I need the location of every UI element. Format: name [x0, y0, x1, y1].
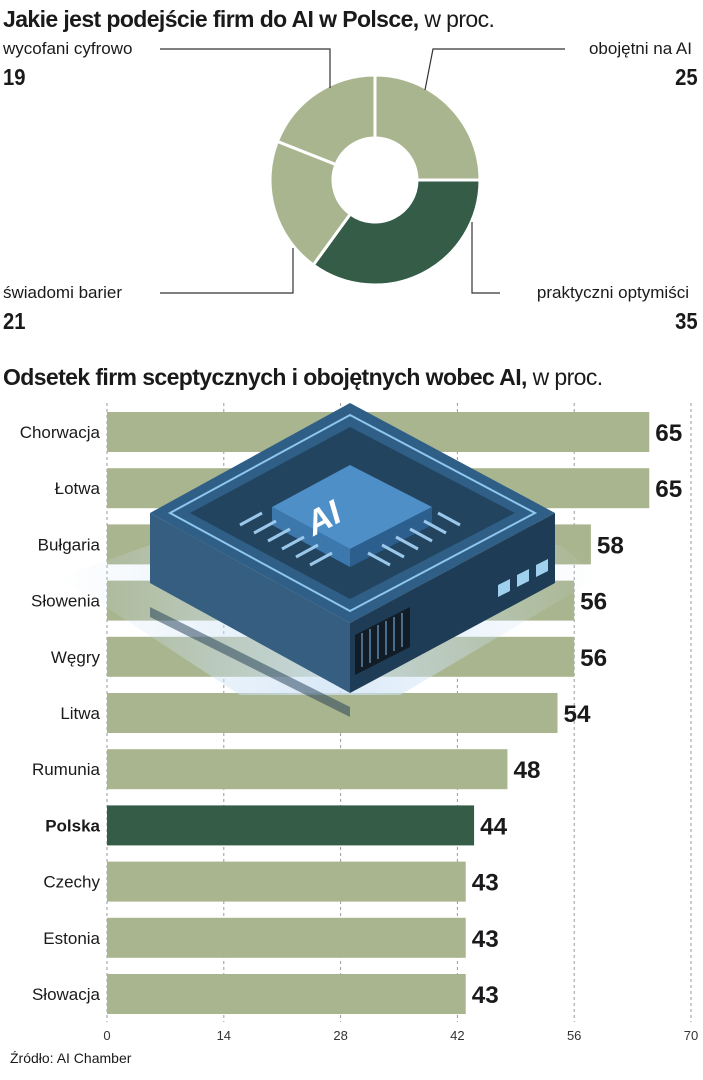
bar-rumunia	[107, 749, 508, 790]
category-label-lotwa: Łotwa	[55, 479, 101, 498]
category-label-slowacja: Słowacja	[32, 985, 101, 1004]
value-label-lotwa: 65	[655, 476, 682, 503]
slice-value-wycofani: 19	[3, 64, 26, 90]
donut-title-unit: w proc.	[424, 6, 495, 32]
tick-label-28: 28	[333, 1028, 347, 1043]
value-label-slowenia: 56	[580, 589, 607, 616]
category-label-litwa: Litwa	[60, 704, 100, 723]
bar-title-bold: Odsetek firm sceptycznych i obojętnych w…	[3, 364, 527, 390]
leader-line-wycofani	[160, 48, 331, 88]
slice-value-obojetni: 25	[675, 64, 698, 90]
donut-slice-praktyczni-optymisci	[311, 178, 482, 287]
slice-label-praktyczni: praktyczni optymiści	[536, 283, 689, 302]
category-label-estonia: Estonia	[43, 929, 100, 948]
leader-line-obojetni	[424, 48, 565, 91]
category-label-chorwacja: Chorwacja	[20, 423, 101, 442]
value-label-wegry: 56	[580, 645, 607, 672]
tick-label-70: 70	[684, 1028, 698, 1043]
donut-slice-swiadomi-barier	[268, 139, 353, 268]
value-label-czechy: 43	[472, 870, 499, 897]
donut-title-bold: Jakie jest podejście firm do AI w Polsce…	[3, 6, 419, 32]
donut-slice-wycofani-cyfrowo	[275, 73, 377, 167]
value-label-litwa: 54	[564, 701, 592, 728]
donut-slice-obojetni-na-ai	[373, 73, 482, 182]
ai-chip-illustration: AI	[60, 403, 600, 717]
value-label-estonia: 43	[472, 926, 499, 953]
donut-chart-title: Jakie jest podejście firm do AI w Polsce…	[3, 6, 495, 32]
source-note: Źródło: AI Chamber	[10, 1050, 132, 1066]
tick-label-14: 14	[217, 1028, 231, 1043]
bar-slowacja	[107, 974, 466, 1014]
tick-label-42: 42	[450, 1028, 464, 1043]
donut-chart	[160, 48, 565, 294]
slice-label-swiadomi: świadomi barier	[3, 283, 123, 302]
leader-line-praktyczni	[471, 222, 500, 294]
value-label-chorwacja: 65	[655, 420, 682, 447]
value-label-bulgaria: 58	[597, 532, 624, 559]
category-label-czechy: Czechy	[43, 873, 100, 892]
value-label-rumunia: 48	[513, 757, 540, 784]
value-label-slowacja: 43	[472, 982, 499, 1009]
bar-estonia	[107, 917, 466, 958]
slice-label-obojetni: obojętni na AI	[588, 39, 692, 58]
category-label-wegry: Węgry	[51, 648, 101, 667]
value-label-polska: 44	[480, 813, 508, 840]
category-label-rumunia: Rumunia	[32, 760, 101, 779]
bar-chart-title: Odsetek firm sceptycznych i obojętnych w…	[3, 366, 603, 389]
bar-chart: Chorwacja 65 Łotwa 65 Bułgaria 58 Słowenia 56 Wę…	[20, 403, 698, 1043]
leader-line-swiadomi	[160, 248, 294, 294]
slice-label-wycofani: wycofani cyfrowo	[3, 39, 133, 58]
tick-label-0: 0	[103, 1028, 110, 1043]
tick-label-56: 56	[567, 1028, 581, 1043]
slice-value-praktyczni: 35	[675, 308, 698, 334]
slice-value-swiadomi: 21	[3, 308, 26, 334]
category-label-slowenia: Słowenia	[31, 592, 101, 611]
category-label-polska: Polska	[45, 816, 100, 835]
bar-title-unit: w proc.	[532, 364, 604, 390]
bar-czechy	[107, 861, 466, 902]
bar-polska	[107, 805, 475, 846]
category-label-bulgaria: Bułgaria	[38, 535, 101, 554]
